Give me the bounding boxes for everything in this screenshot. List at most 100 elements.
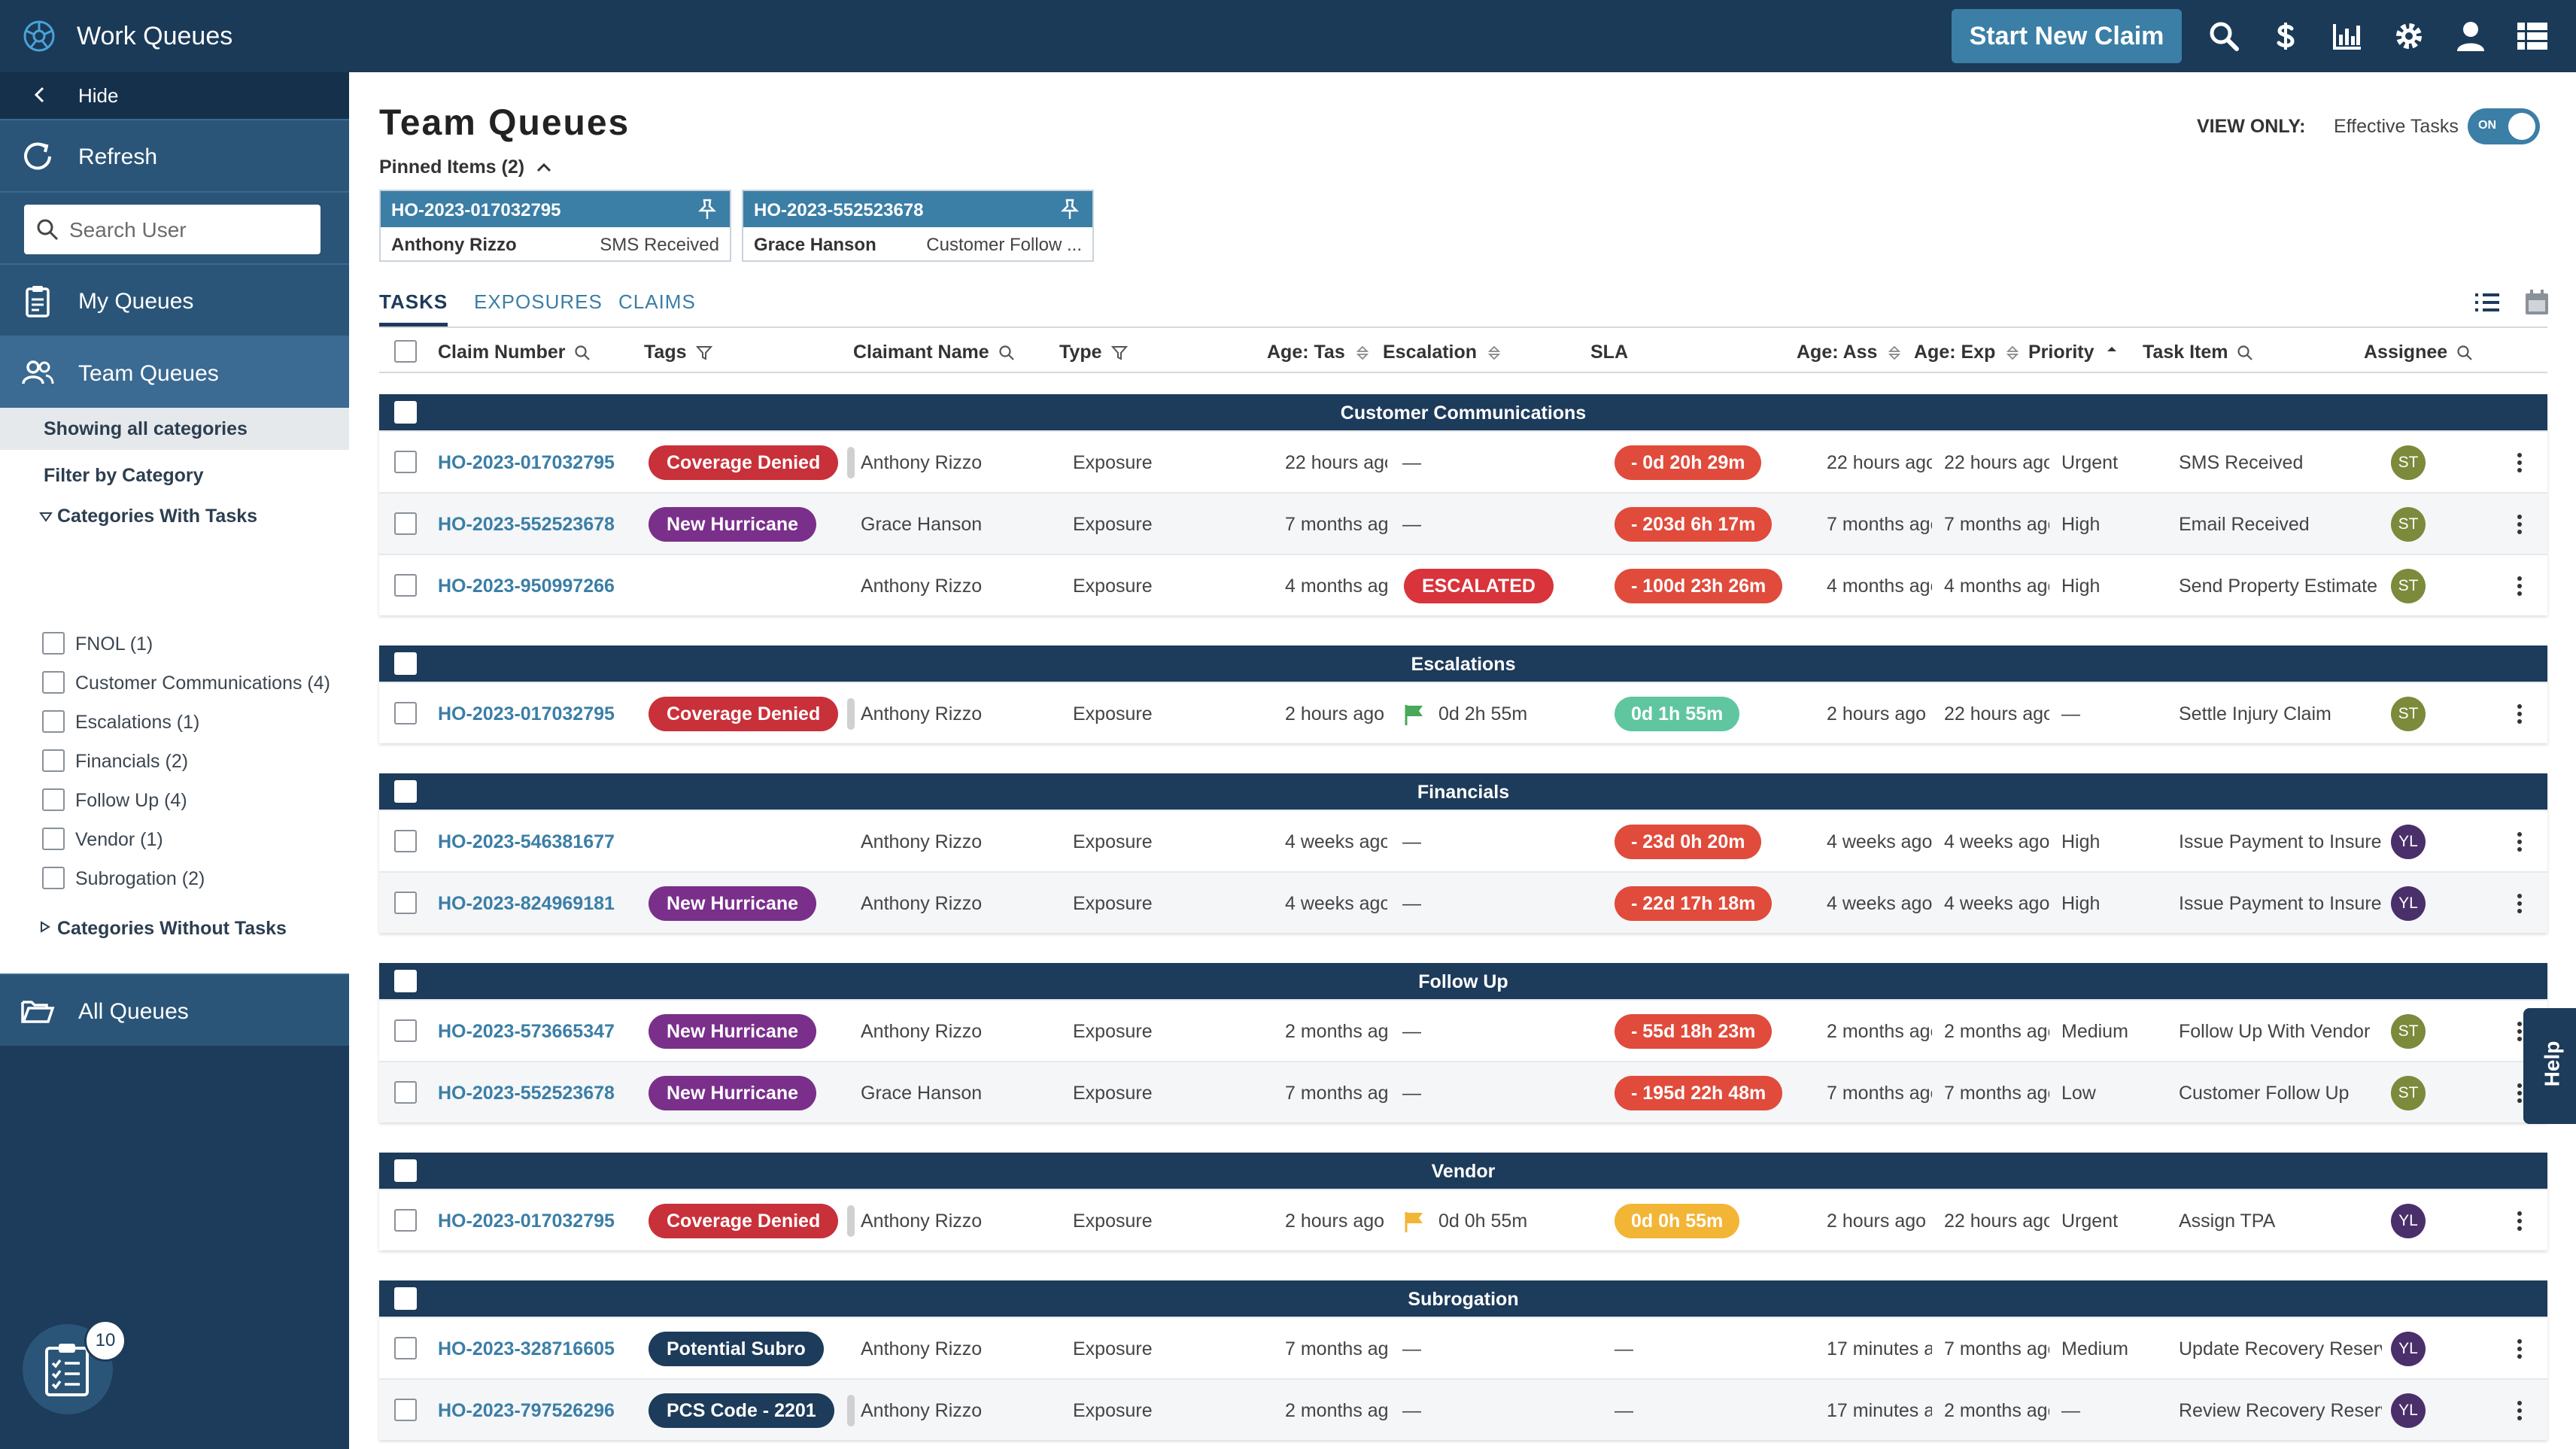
claim-number-link[interactable]: HO-2023-573665347 (438, 1021, 615, 1042)
checkbox[interactable] (42, 749, 65, 772)
assignee-avatar[interactable]: ST (2391, 1014, 2426, 1049)
tag-overflow-indicator[interactable] (847, 1395, 855, 1426)
column-age-exposure[interactable]: Age: Exp (1914, 342, 2021, 363)
pinned-card[interactable]: HO-2023-552523678 Grace Hanson Customer … (742, 190, 1094, 262)
refresh-button[interactable]: Refresh (0, 119, 349, 191)
search-icon[interactable] (2456, 345, 2473, 361)
row-select-checkbox[interactable] (394, 574, 417, 597)
group-select-checkbox[interactable] (394, 970, 417, 992)
apps-grid-icon[interactable] (2513, 17, 2552, 56)
select-all-checkbox[interactable] (394, 340, 417, 363)
column-age-task[interactable]: Age: Tas (1267, 342, 1371, 363)
row-select-checkbox[interactable] (394, 702, 417, 724)
column-tags[interactable]: Tags (644, 342, 712, 363)
assignee-avatar[interactable]: YL (2391, 1393, 2426, 1428)
row-select-checkbox[interactable] (394, 1399, 417, 1421)
assignee-avatar[interactable]: YL (2391, 1204, 2426, 1238)
effective-tasks-toggle[interactable]: ON (2468, 108, 2540, 144)
more-options-icon[interactable] (2516, 451, 2523, 474)
search-icon[interactable] (574, 345, 591, 361)
column-assignee[interactable]: Assignee (2364, 342, 2473, 363)
pinned-card[interactable]: HO-2023-017032795 Anthony Rizzo SMS Rece… (379, 190, 731, 262)
sort-icon[interactable] (1486, 345, 1502, 361)
sidebar-item-all-queues[interactable]: All Queues (0, 974, 349, 1046)
table-row[interactable]: HO-2023-017032795 Coverage Denied Anthony … (379, 430, 2547, 492)
table-row[interactable]: HO-2023-328716605 Potential Subro Anthony … (379, 1317, 2547, 1378)
pin-icon[interactable] (695, 197, 719, 221)
table-row[interactable]: HO-2023-017032795 Coverage Denied Anthony … (379, 1189, 2547, 1250)
column-claim-number[interactable]: Claim Number (438, 342, 591, 363)
checkbox[interactable] (42, 671, 65, 694)
more-options-icon[interactable] (2516, 513, 2523, 536)
sort-ascending-icon[interactable] (2104, 345, 2120, 361)
row-select-checkbox[interactable] (394, 830, 417, 852)
sort-icon[interactable] (1354, 345, 1371, 361)
claim-number-link[interactable]: HO-2023-824969181 (438, 893, 615, 914)
column-sla[interactable]: SLA (1590, 342, 1628, 363)
triangle-right-icon[interactable] (39, 921, 51, 933)
checkbox[interactable] (42, 632, 65, 655)
tag-overflow-indicator[interactable] (847, 698, 855, 730)
assignee-avatar[interactable]: ST (2391, 697, 2426, 731)
search-icon[interactable] (2204, 17, 2243, 56)
tab-tasks[interactable]: TASKS (379, 290, 448, 327)
more-options-icon[interactable] (2516, 892, 2523, 915)
dollar-icon[interactable] (2266, 17, 2305, 56)
checkbox[interactable] (42, 828, 65, 850)
more-options-icon[interactable] (2516, 575, 2523, 597)
list-view-icon[interactable] (2472, 287, 2502, 317)
tag-overflow-indicator[interactable] (847, 1205, 855, 1237)
column-escalation[interactable]: Escalation (1383, 342, 1502, 363)
sidebar-item-team-queues[interactable]: Team Queues (0, 336, 349, 408)
search-icon[interactable] (998, 345, 1015, 361)
row-select-checkbox[interactable] (394, 892, 417, 914)
claim-number-link[interactable]: HO-2023-552523678 (438, 1083, 615, 1104)
categories-without-tasks-toggle[interactable]: Categories Without Tasks (57, 918, 287, 939)
tag-overflow-indicator[interactable] (847, 447, 855, 478)
gear-icon[interactable] (2389, 17, 2429, 56)
more-options-icon[interactable] (2516, 1082, 2523, 1104)
claim-number-link[interactable]: HO-2023-950997266 (438, 576, 615, 597)
table-row[interactable]: HO-2023-552523678 New Hurricane Grace Hans… (379, 492, 2547, 554)
row-select-checkbox[interactable] (394, 1019, 417, 1042)
more-options-icon[interactable] (2516, 1210, 2523, 1232)
assignee-avatar[interactable]: YL (2391, 886, 2426, 921)
row-select-checkbox[interactable] (394, 1337, 417, 1359)
group-select-checkbox[interactable] (394, 401, 417, 424)
table-row[interactable]: HO-2023-797526296 PCS Code - 2201 Anthony … (379, 1378, 2547, 1440)
group-select-checkbox[interactable] (394, 1159, 417, 1182)
table-row[interactable]: HO-2023-546381677 Anthony Rizzo Exposure 4 … (379, 810, 2547, 871)
group-select-checkbox[interactable] (394, 652, 417, 675)
filter-icon[interactable] (1110, 345, 1128, 361)
sort-icon[interactable] (2004, 345, 2021, 361)
checkbox[interactable] (42, 788, 65, 811)
showing-all-categories[interactable]: Showing all categories (0, 408, 349, 450)
table-row[interactable]: HO-2023-950997266 Anthony Rizzo Exposure 4 … (379, 554, 2547, 615)
more-options-icon[interactable] (2516, 1338, 2523, 1360)
assignee-avatar[interactable]: ST (2391, 569, 2426, 603)
column-task-item[interactable]: Task Item (2143, 342, 2253, 363)
filter-icon[interactable] (695, 345, 712, 361)
assignee-avatar[interactable]: YL (2391, 825, 2426, 859)
assignee-avatar[interactable]: YL (2391, 1332, 2426, 1366)
sidebar-item-my-queues[interactable]: My Queues (0, 263, 349, 336)
pinned-claim-number[interactable]: HO-2023-552523678 (754, 200, 924, 220)
more-options-icon[interactable] (2516, 703, 2523, 725)
reports-chart-icon[interactable] (2328, 17, 2367, 56)
search-user-input[interactable]: Search User (24, 205, 320, 254)
hide-sidebar-button[interactable]: Hide (0, 72, 349, 119)
pinned-items-label[interactable]: Pinned Items (2) (379, 156, 525, 178)
row-select-checkbox[interactable] (394, 1209, 417, 1232)
more-options-icon[interactable] (2516, 831, 2523, 853)
claim-number-link[interactable]: HO-2023-797526296 (438, 1400, 615, 1421)
table-row[interactable]: HO-2023-017032795 Coverage Denied Anthony … (379, 682, 2547, 743)
claim-number-link[interactable]: HO-2023-017032795 (438, 703, 615, 724)
more-options-icon[interactable] (2516, 1020, 2523, 1043)
table-row[interactable]: HO-2023-824969181 New Hurricane Anthony Ri… (379, 871, 2547, 933)
claim-number-link[interactable]: HO-2023-017032795 (438, 1211, 615, 1232)
row-select-checkbox[interactable] (394, 451, 417, 473)
search-icon[interactable] (2237, 345, 2253, 361)
assignee-avatar[interactable]: ST (2391, 507, 2426, 542)
table-row[interactable]: HO-2023-573665347 New Hurricane Anthony Ri… (379, 999, 2547, 1061)
checkbox[interactable] (42, 867, 65, 889)
